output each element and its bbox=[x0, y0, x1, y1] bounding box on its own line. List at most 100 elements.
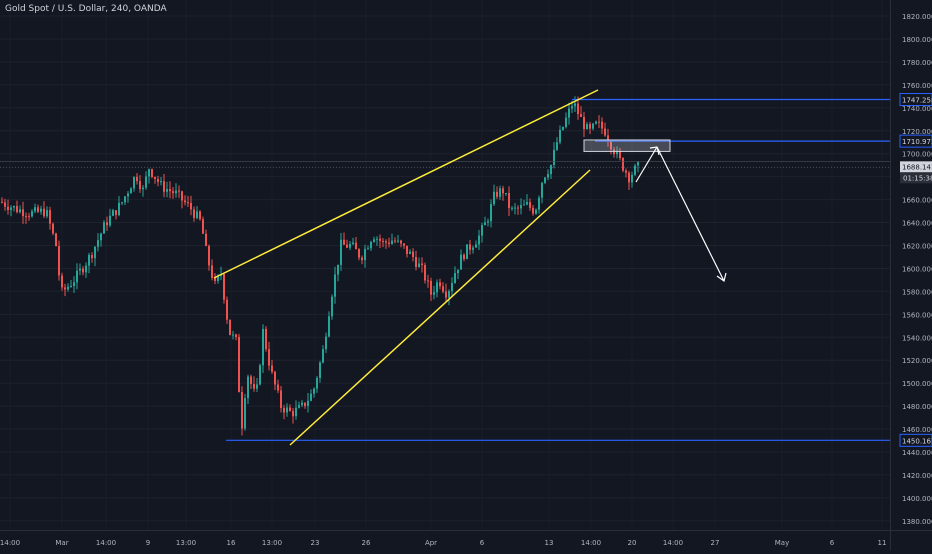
candle-body bbox=[373, 239, 375, 242]
candle-body bbox=[271, 365, 273, 372]
candle-body bbox=[538, 197, 540, 210]
candle-body bbox=[430, 280, 432, 295]
candle-body bbox=[94, 246, 96, 259]
y-tick-label: 1420.000 bbox=[902, 472, 932, 480]
candle-body bbox=[319, 362, 321, 379]
candle-body bbox=[403, 243, 405, 246]
candle-body bbox=[637, 162, 639, 166]
candle-body bbox=[502, 188, 504, 194]
candle-body bbox=[91, 255, 93, 259]
candle-body bbox=[427, 280, 429, 282]
upper-trendline[interactable] bbox=[213, 89, 599, 279]
candle-body bbox=[406, 245, 408, 254]
candle-body bbox=[391, 240, 393, 244]
candle-body bbox=[238, 336, 240, 393]
candle-body bbox=[262, 328, 264, 366]
candle-body bbox=[286, 407, 288, 413]
candle-body bbox=[463, 254, 465, 260]
candle-body bbox=[418, 263, 420, 267]
candle-body bbox=[574, 103, 576, 107]
candle-body bbox=[67, 286, 69, 290]
candle-body bbox=[202, 219, 204, 234]
candle-body bbox=[70, 285, 72, 287]
y-tick-label: 1400.000 bbox=[902, 495, 932, 503]
candle-body bbox=[475, 244, 477, 248]
candle-body bbox=[124, 196, 126, 203]
candle-body bbox=[196, 211, 198, 219]
candle-body bbox=[523, 204, 525, 206]
candle-body bbox=[379, 238, 381, 241]
candle-body bbox=[601, 121, 603, 129]
candle-body bbox=[409, 251, 411, 254]
candle-body bbox=[469, 244, 471, 250]
candle-body bbox=[442, 286, 444, 292]
candle-body bbox=[145, 176, 147, 188]
x-tick-label: 14:00 bbox=[96, 539, 116, 547]
y-tick-label: 1560.000 bbox=[902, 311, 932, 319]
price-level-tag bbox=[899, 433, 932, 447]
candle-body bbox=[628, 172, 630, 183]
chart-title: Gold Spot / U.S. Dollar, 240, OANDA bbox=[5, 4, 167, 14]
candle-body bbox=[205, 233, 207, 246]
candle-body bbox=[280, 390, 282, 408]
candle-body bbox=[181, 191, 183, 201]
x-tick-label: 6 bbox=[830, 539, 835, 547]
candle-body bbox=[565, 117, 567, 127]
last-price-tag bbox=[900, 161, 932, 173]
candle-body bbox=[610, 141, 612, 150]
candle-body bbox=[580, 114, 582, 117]
x-tick-label: 16 bbox=[227, 539, 236, 547]
candle-body bbox=[31, 211, 33, 217]
candle-body bbox=[79, 268, 81, 271]
candle-body bbox=[490, 204, 492, 222]
candle-body bbox=[622, 158, 624, 171]
candle-body bbox=[127, 193, 129, 197]
candle-body bbox=[385, 241, 387, 243]
candle-body bbox=[625, 170, 627, 173]
candle-body bbox=[199, 211, 201, 220]
candle-body bbox=[241, 392, 243, 429]
candle-body bbox=[250, 376, 252, 385]
candle-body bbox=[460, 254, 462, 270]
candle-body bbox=[520, 205, 522, 209]
candle-body bbox=[52, 223, 54, 234]
candle-body bbox=[277, 384, 279, 391]
candle-body bbox=[160, 181, 162, 183]
candle-body bbox=[550, 165, 552, 175]
candle-body bbox=[445, 291, 447, 298]
lower-trendline[interactable] bbox=[289, 169, 591, 446]
candle-body bbox=[10, 207, 12, 210]
candle-body bbox=[265, 328, 267, 350]
candle-body bbox=[172, 191, 174, 194]
countdown-label: 01:15:38 bbox=[903, 174, 932, 182]
supply-zone-box[interactable] bbox=[583, 139, 671, 152]
candle-body bbox=[388, 242, 390, 244]
candle-body bbox=[598, 121, 600, 123]
candle-body bbox=[226, 299, 228, 320]
candle-body bbox=[541, 182, 543, 198]
candle-body bbox=[244, 398, 246, 429]
candle-body bbox=[544, 177, 546, 183]
x-tick-label: 14:00 bbox=[0, 539, 20, 547]
candle-body bbox=[178, 190, 180, 192]
candle-body bbox=[22, 209, 24, 217]
candle-body bbox=[151, 169, 153, 177]
y-tick-label: 1660.000 bbox=[902, 197, 932, 205]
candle-body bbox=[4, 202, 6, 207]
x-tick-label: 9 bbox=[146, 539, 150, 547]
candle-body bbox=[499, 188, 501, 197]
candle-body bbox=[448, 291, 450, 298]
y-tick-label: 1440.000 bbox=[902, 449, 932, 457]
candle-body bbox=[316, 378, 318, 389]
y-tick-label: 1760.000 bbox=[902, 82, 932, 90]
candle-body bbox=[328, 316, 330, 337]
candle-body bbox=[397, 240, 399, 242]
candle-body bbox=[211, 265, 213, 278]
price-level-label: 1450.167 bbox=[902, 437, 932, 445]
candle-body bbox=[136, 176, 138, 182]
candle-body bbox=[487, 221, 489, 223]
candle-body bbox=[259, 365, 261, 385]
candle-body bbox=[229, 319, 231, 335]
x-tick-label: 11 bbox=[878, 539, 887, 547]
